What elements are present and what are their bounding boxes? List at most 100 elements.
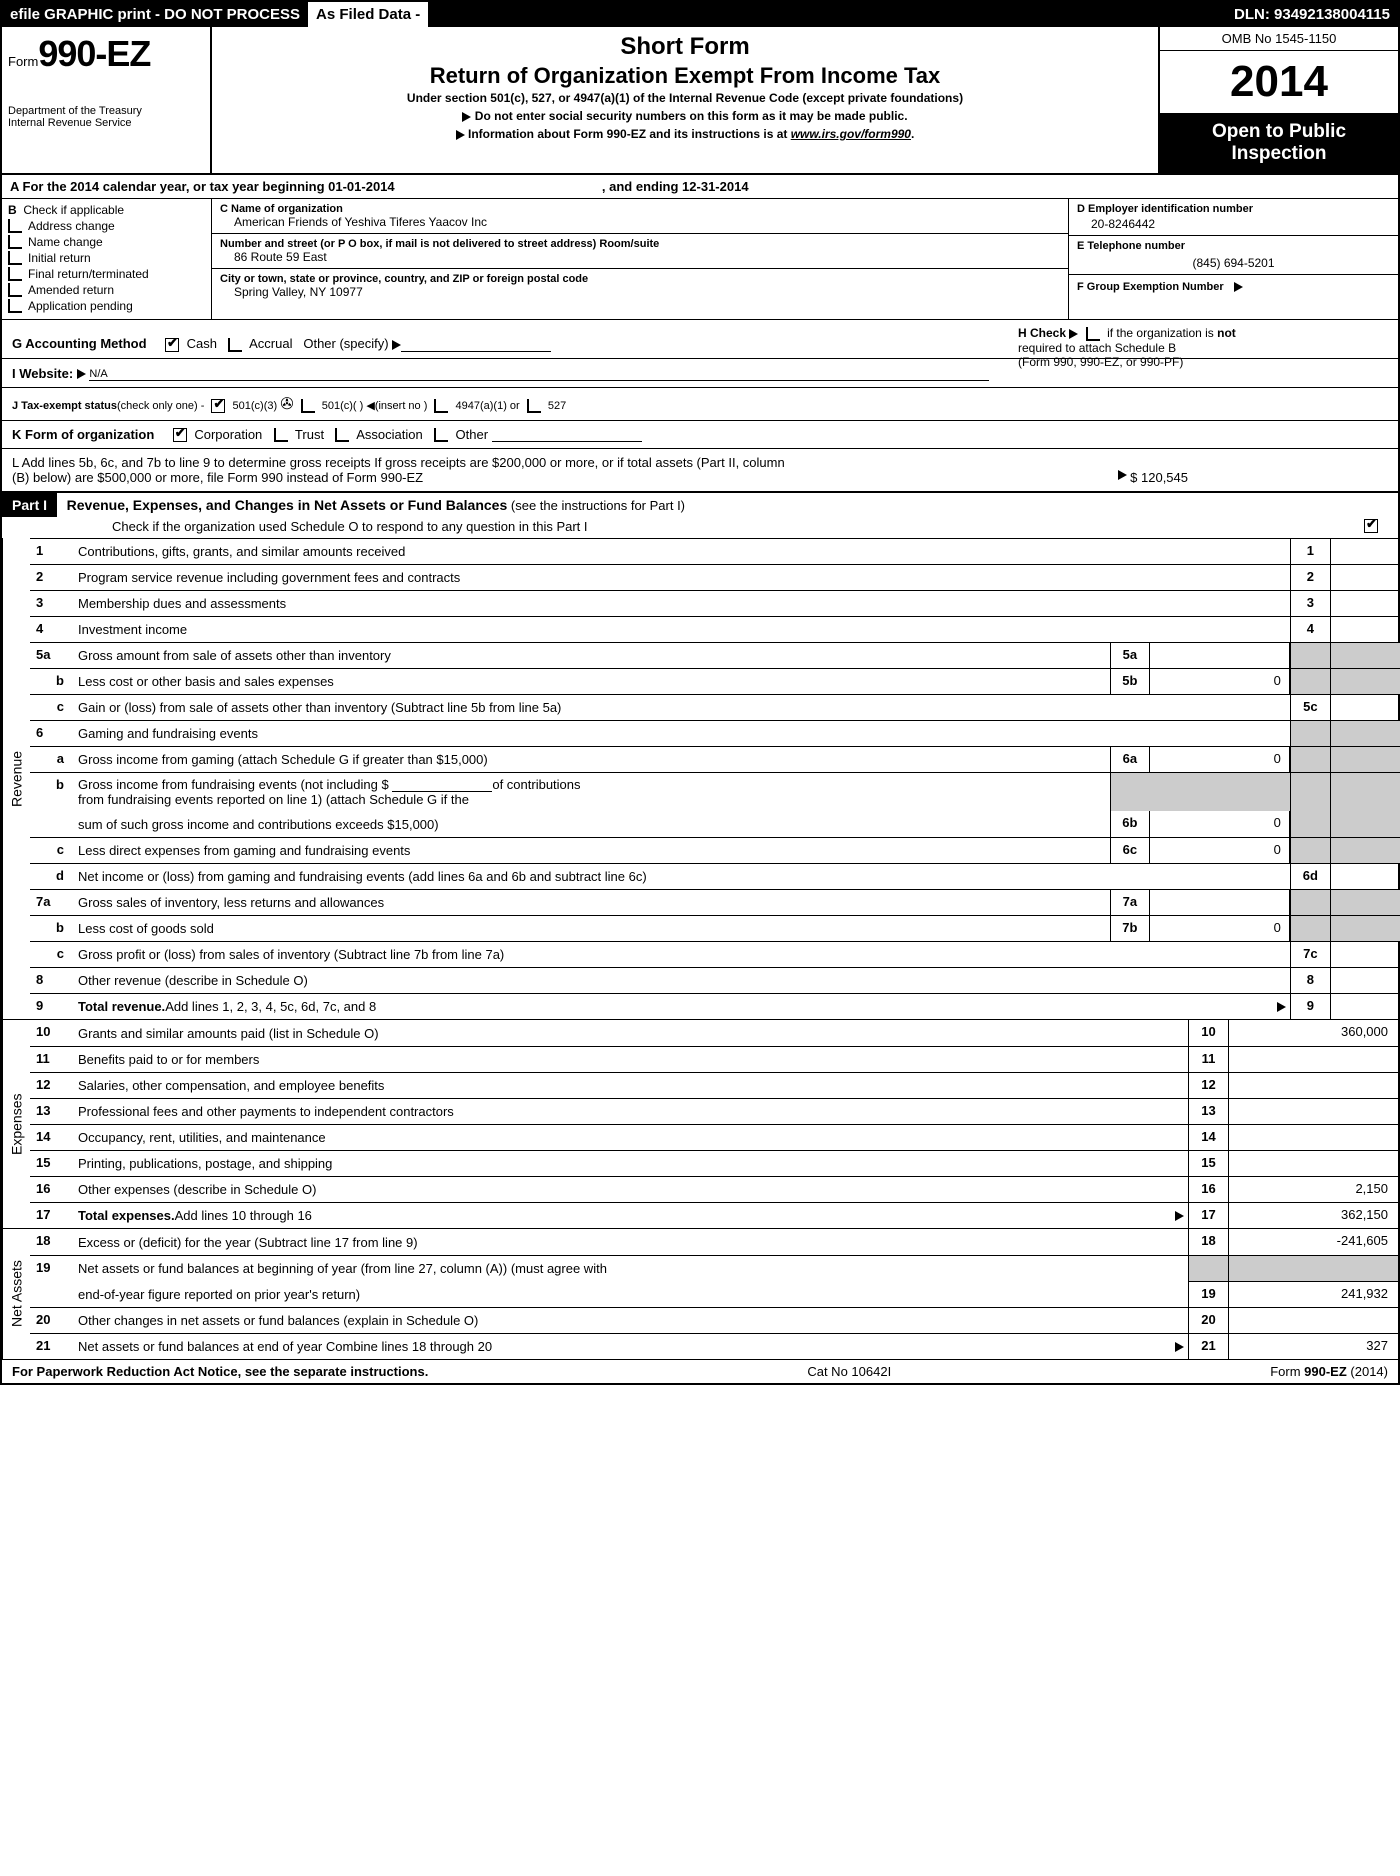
col-val: -241,605 bbox=[1228, 1229, 1398, 1255]
irs-link[interactable]: www.irs.gov/form990 bbox=[791, 127, 911, 141]
dots bbox=[382, 1002, 1271, 1012]
line-desc: Total expenses. Add lines 10 through 16 bbox=[74, 1203, 1188, 1228]
desc-text-1: Gross income from fundraising events (no… bbox=[78, 777, 389, 792]
mid-val: 0 bbox=[1150, 747, 1290, 772]
cb-name-change[interactable]: Name change bbox=[8, 235, 205, 249]
note-1: Do not enter social security numbers on … bbox=[224, 109, 1146, 123]
dots bbox=[265, 1055, 1178, 1065]
line-num: 16 bbox=[30, 1177, 74, 1202]
desc-bold: Total expenses. bbox=[78, 1208, 175, 1223]
col-num-shaded bbox=[1290, 916, 1330, 941]
desc-text: Other expenses (describe in Schedule O) bbox=[78, 1182, 316, 1197]
checkbox-501c[interactable] bbox=[301, 399, 315, 413]
c-city-label: City or town, state or province, country… bbox=[220, 273, 1060, 285]
desc-text: Salaries, other compensation, and employ… bbox=[78, 1078, 384, 1093]
g-other: Other (specify) bbox=[303, 336, 388, 351]
col-num: 8 bbox=[1290, 968, 1330, 993]
col-val-shaded bbox=[1330, 890, 1400, 915]
checkbox-4947[interactable] bbox=[434, 399, 448, 413]
dots bbox=[220, 924, 1100, 934]
col-val-shaded bbox=[1330, 838, 1400, 863]
j-label: J Tax-exempt status bbox=[12, 400, 117, 412]
checkbox-icon[interactable] bbox=[1086, 327, 1100, 341]
desc-text: Printing, publications, postage, and shi… bbox=[78, 1156, 332, 1171]
col-val bbox=[1228, 1308, 1398, 1333]
checkbox-527[interactable] bbox=[527, 399, 541, 413]
cb-final-return[interactable]: Final return/terminated bbox=[8, 267, 205, 281]
part-1-label: Part I bbox=[2, 493, 57, 517]
line-11: 11 Benefits paid to or for members 11 bbox=[30, 1046, 1398, 1072]
desc-text: Add lines 10 through 16 bbox=[175, 1208, 312, 1223]
j-insert: (insert no ) bbox=[375, 400, 428, 412]
line-num: 2 bbox=[30, 565, 74, 590]
efile-notice: efile GRAPHIC print - DO NOT PROCESS bbox=[2, 2, 308, 27]
line-6d: d Net income or (loss) from gaming and f… bbox=[30, 863, 1400, 889]
line-14: 14 Occupancy, rent, utilities, and maint… bbox=[30, 1124, 1398, 1150]
website-input[interactable]: N/A bbox=[89, 365, 989, 381]
col-val-shaded bbox=[1330, 773, 1400, 811]
arrow-icon bbox=[1277, 1002, 1286, 1012]
form-title: Return of Organization Exempt From Incom… bbox=[224, 63, 1146, 89]
omb-number: OMB No 1545-1150 bbox=[1160, 27, 1398, 51]
k-other: Other bbox=[456, 427, 489, 442]
checkbox-other[interactable] bbox=[434, 428, 448, 442]
dots bbox=[567, 703, 1280, 713]
row-k: K Form of organization ✔ Corporation Tru… bbox=[2, 421, 1398, 450]
j-501c3: 501(c)(3) bbox=[233, 400, 278, 412]
col-val bbox=[1228, 1151, 1398, 1176]
line-desc: Less cost of goods sold bbox=[74, 916, 1110, 941]
checkbox-corp[interactable]: ✔ bbox=[173, 428, 187, 442]
header-mid: Short Form Return of Organization Exempt… bbox=[212, 27, 1158, 173]
mid-shaded bbox=[1110, 773, 1290, 811]
line-desc: Gain or (loss) from sale of assets other… bbox=[74, 695, 1290, 720]
checkbox-icon bbox=[8, 299, 22, 313]
line-desc: Other expenses (describe in Schedule O) bbox=[74, 1177, 1188, 1202]
g-other-input[interactable] bbox=[401, 351, 551, 352]
line-1: 1 Contributions, gifts, grants, and simi… bbox=[30, 538, 1400, 564]
checkbox-schedule-o[interactable]: ✔ bbox=[1364, 519, 1378, 533]
col-val-shaded bbox=[1330, 811, 1400, 837]
col-num-shaded bbox=[1188, 1256, 1228, 1281]
line-num: 7a bbox=[30, 890, 74, 915]
cb-address-change[interactable]: Address change bbox=[8, 219, 205, 233]
checkbox-assoc[interactable] bbox=[335, 428, 349, 442]
line-desc: Gross sales of inventory, less returns a… bbox=[74, 890, 1110, 915]
note-2-text: Information about Form 990-EZ and its in… bbox=[468, 127, 791, 141]
col-val: 0 bbox=[1330, 942, 1400, 967]
col-num: 17 bbox=[1188, 1203, 1228, 1228]
line-num: 13 bbox=[30, 1099, 74, 1124]
footer-right: Form 990-EZ (2014) bbox=[1270, 1364, 1388, 1379]
col-num: 7c bbox=[1290, 942, 1330, 967]
mid-num: 5a bbox=[1110, 643, 1150, 668]
line-7c: c Gross profit or (loss) from sales of i… bbox=[30, 941, 1400, 967]
desc-text: Investment income bbox=[78, 622, 187, 637]
mid-val bbox=[1150, 890, 1290, 915]
k-corp: Corporation bbox=[194, 427, 262, 442]
col-num: 18 bbox=[1188, 1229, 1228, 1255]
line-desc: Net income or (loss) from gaming and fun… bbox=[74, 864, 1290, 889]
cb-initial-return[interactable]: Initial return bbox=[8, 251, 205, 265]
col-val-shaded bbox=[1228, 1256, 1398, 1281]
col-num: 21 bbox=[1188, 1334, 1228, 1359]
line-desc: Total revenue. Add lines 1, 2, 3, 4, 5c,… bbox=[74, 994, 1290, 1019]
dots bbox=[510, 950, 1280, 960]
checkbox-cash[interactable]: ✔ bbox=[165, 338, 179, 352]
cb-amended-return[interactable]: Amended return bbox=[8, 283, 205, 297]
g-accrual: Accrual bbox=[249, 336, 292, 351]
checkbox-501c3[interactable]: ✔ bbox=[211, 399, 225, 413]
line-desc: Excess or (deficit) for the year (Subtra… bbox=[74, 1229, 1188, 1255]
cb-application-pending[interactable]: Application pending bbox=[8, 299, 205, 313]
d-tel-label: E Telephone number bbox=[1077, 240, 1390, 252]
col-num: 11 bbox=[1188, 1047, 1228, 1072]
org-addr-row: Number and street (or P O box, if mail i… bbox=[212, 234, 1068, 269]
line-num: c bbox=[30, 838, 74, 863]
row-i: I Website: N/A bbox=[2, 359, 1398, 388]
mid-val: 0 bbox=[1150, 916, 1290, 941]
col-num: 9 bbox=[1290, 994, 1330, 1019]
checkbox-trust[interactable] bbox=[274, 428, 288, 442]
col-val: 327 bbox=[1228, 1334, 1398, 1359]
k-other-input[interactable] bbox=[492, 441, 642, 442]
desc-text-4: sum of such gross income and contributio… bbox=[78, 817, 439, 832]
checkbox-accrual[interactable] bbox=[228, 338, 242, 352]
col-num-shaded bbox=[1290, 811, 1330, 837]
